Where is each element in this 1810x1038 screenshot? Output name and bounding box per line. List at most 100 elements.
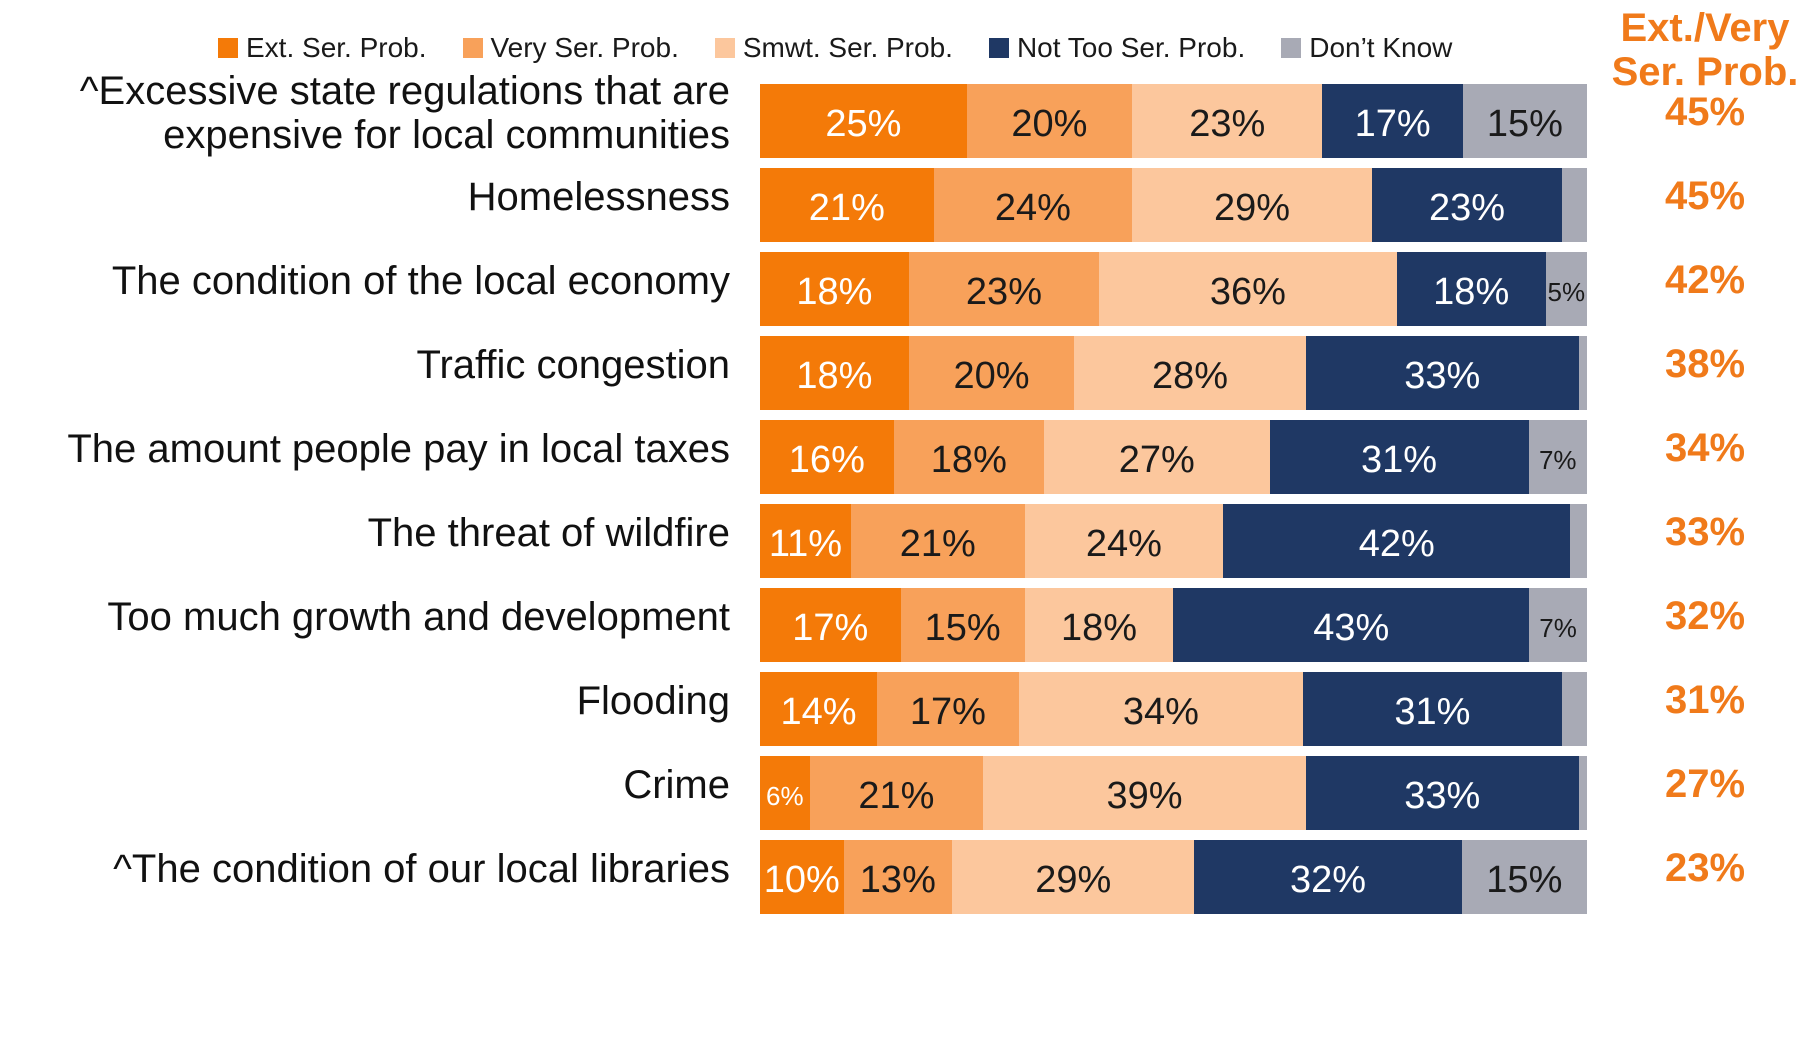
segment-label: 28%	[1151, 354, 1229, 397]
category-label-line: expensive for local communities	[163, 113, 730, 157]
bar-segment: 23%	[908, 252, 1100, 326]
total-value: 31%	[1664, 678, 1746, 722]
segment-label: 34%	[1122, 690, 1199, 733]
category-label: The threat of wildfire	[0, 511, 730, 555]
segment-label: 18%	[930, 438, 1007, 481]
bar-row: 18% 20% 28% 33%	[760, 336, 1587, 410]
legend-label: Smwt. Ser. Prob.	[742, 32, 953, 63]
segment-label: 23%	[965, 270, 1042, 313]
bar-row: 21% 24% 29% 23%	[760, 168, 1587, 242]
total-column-header: Ext./Very Ser. Prob.	[1600, 6, 1810, 94]
bar-segment: 15%	[1462, 84, 1587, 158]
bar-segment: 36%	[1099, 252, 1397, 326]
bar-segment: 31%	[1269, 420, 1529, 494]
segment-label: 18%	[796, 270, 873, 313]
bar-segment: 31%	[1302, 672, 1562, 746]
category-label-line: ^Excessive state regulations that are	[79, 69, 730, 113]
bar-segment: 29%	[952, 840, 1195, 914]
segment-label: 20%	[1011, 102, 1088, 145]
bar-segment	[1570, 504, 1587, 578]
bar-segment: 20%	[908, 336, 1075, 410]
bar-segment: 15%	[1461, 840, 1587, 914]
bar-segment: 21%	[809, 756, 984, 830]
bar-row: 11% 21% 24% 42%	[760, 504, 1587, 578]
segment-label: 17%	[792, 606, 869, 649]
total-value: 42%	[1664, 258, 1746, 302]
legend-swatch	[218, 38, 238, 58]
segment-label: 32%	[1290, 858, 1367, 901]
segment-label: 31%	[1360, 438, 1438, 481]
bar-segment: 33%	[1305, 336, 1579, 410]
segment-label: 18%	[796, 354, 873, 397]
total-value: 27%	[1664, 762, 1746, 806]
bar-segment	[1561, 672, 1587, 746]
segment-label: 23%	[1189, 102, 1266, 145]
bar-segment: 18%	[893, 420, 1045, 494]
segment-label: 29%	[1035, 858, 1112, 901]
category-label: ^Excessive state regulations that are exp…	[0, 69, 730, 157]
category-label: Homelessness	[0, 175, 730, 219]
bar-segment: 21%	[760, 168, 934, 242]
segment-label: 15%	[924, 606, 1001, 649]
bar-segment: 18%	[760, 252, 909, 326]
bar-segment: 16%	[760, 420, 894, 494]
bar-row: 6% 21% 39% 33%	[760, 756, 1587, 830]
bar-segment: 5%	[1545, 252, 1587, 326]
category-label-line: The amount people pay in local taxes	[67, 427, 730, 471]
bar-segment: 27%	[1044, 420, 1270, 494]
bar-segment: 17%	[760, 588, 901, 662]
total-value: 38%	[1664, 342, 1746, 386]
segment-label: 18%	[1433, 270, 1510, 313]
category-label-line: Flooding	[576, 679, 730, 723]
category-label: The amount people pay in local taxes	[0, 427, 730, 471]
bar-segment: 18%	[760, 336, 909, 410]
bar-segment: 18%	[1396, 252, 1546, 326]
bar-segment: 14%	[760, 672, 877, 746]
category-label-line: Crime	[623, 763, 730, 807]
segment-label: 25%	[825, 102, 902, 145]
segment-label: 14%	[780, 690, 857, 733]
segment-label: 31%	[1394, 690, 1471, 733]
bar-segment: 10%	[760, 840, 844, 914]
bar-segment: 23%	[1371, 168, 1563, 242]
category-label-line: Traffic congestion	[416, 343, 731, 387]
segment-label: 10%	[763, 858, 840, 901]
total-value: 33%	[1664, 510, 1746, 554]
bar-segment: 24%	[1024, 504, 1224, 578]
segment-label: 42%	[1358, 522, 1435, 565]
bar-row: 14% 17% 34% 31%	[760, 672, 1587, 746]
bar-segment: 15%	[900, 588, 1025, 662]
category-label-line: Too much growth and development	[107, 595, 730, 639]
segment-label: 16%	[788, 438, 865, 481]
bar-row: 18% 23% 36% 18% 5%	[760, 252, 1587, 326]
segment-label: 7%	[1538, 444, 1577, 475]
total-header-line-1: Ext./Very	[1620, 6, 1790, 50]
bar-row: 17% 15% 18% 43% 7%	[760, 588, 1587, 662]
category-label: Crime	[0, 763, 730, 807]
bar-segment: 32%	[1194, 840, 1462, 914]
category-label-line: The threat of wildfire	[367, 511, 730, 555]
bar-segment	[1578, 336, 1587, 410]
bar-segment: 7%	[1528, 420, 1587, 494]
bar-segment: 11%	[760, 504, 851, 578]
bar-segment: 29%	[1132, 168, 1372, 242]
segment-label: 36%	[1209, 270, 1286, 313]
bar-segment	[1562, 168, 1587, 242]
segment-label: 6%	[766, 780, 804, 811]
bar-segment: 23%	[1132, 84, 1323, 158]
legend-swatch	[714, 38, 735, 58]
legend-item: Not Too Ser. Prob.	[988, 32, 1245, 64]
category-label: Traffic congestion	[0, 343, 731, 387]
bar-row: 16% 18% 27% 31% 7%	[760, 420, 1587, 494]
legend-item: Smwt. Ser. Prob.	[714, 32, 953, 64]
bar-segment: 25%	[760, 84, 967, 158]
legend-label: Very Ser. Prob.	[490, 32, 679, 63]
legend-swatch	[1281, 38, 1302, 58]
segment-label: 21%	[899, 522, 976, 565]
category-label-line: Homelessness	[467, 175, 730, 219]
total-value: 45%	[1664, 174, 1746, 218]
legend-swatch	[462, 38, 483, 58]
segment-label: 24%	[994, 186, 1071, 229]
segment-label: 27%	[1118, 438, 1195, 481]
segment-label: 13%	[859, 858, 936, 901]
